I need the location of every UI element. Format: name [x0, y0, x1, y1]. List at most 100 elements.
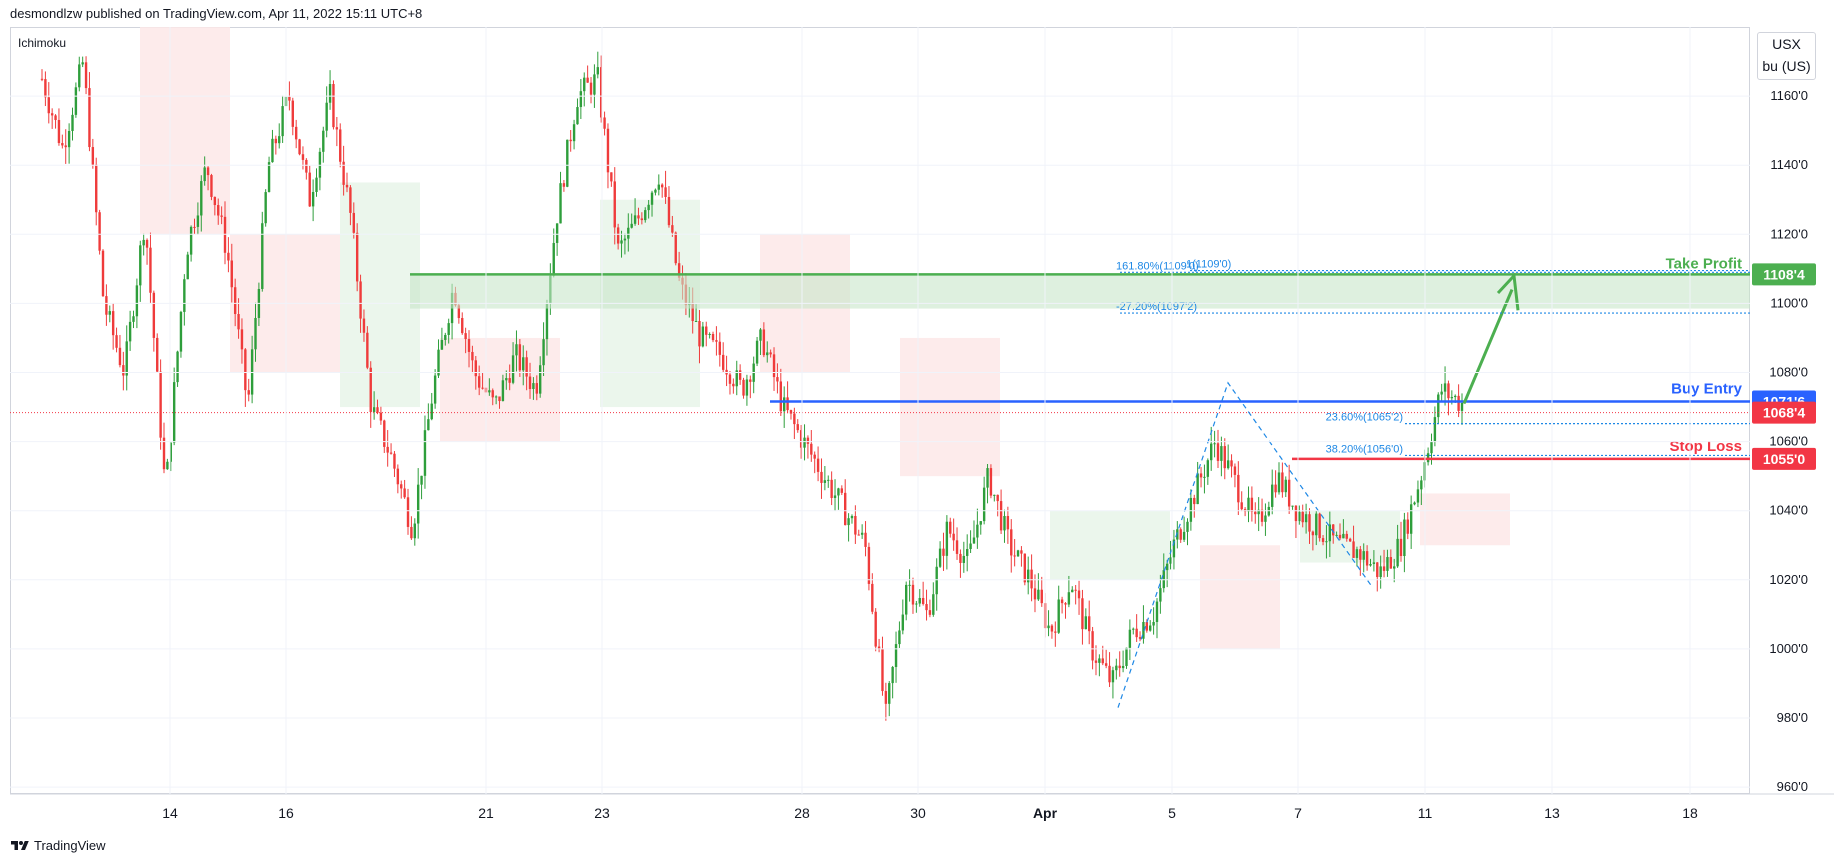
candle-body [61, 143, 64, 146]
candle-body [57, 119, 61, 144]
x-tick-label: 13 [1544, 805, 1560, 821]
candle-body [481, 387, 484, 389]
candle-body [596, 67, 599, 75]
take-profit-price-box [1752, 263, 1816, 286]
candle-body [396, 468, 400, 485]
candle-body [1162, 570, 1165, 589]
candle-body [518, 344, 522, 371]
candle-body [1447, 383, 1450, 399]
fibonacci-levels: 161.80%(1109'0)1(1109'0) -27.20%(1097'2) 2… [1116, 259, 1750, 708]
candle-body [1196, 473, 1199, 505]
candle-body [1074, 589, 1077, 591]
candle-body [345, 184, 349, 188]
candle-body [1457, 395, 1460, 411]
y-tick-label: 1040'0 [1769, 503, 1808, 518]
candle-body [1416, 489, 1420, 503]
candle-body [1152, 622, 1155, 626]
candle-body [1254, 511, 1257, 515]
candle-body [657, 184, 661, 190]
pattern-line [1117, 381, 1373, 708]
candle-body [542, 339, 545, 366]
candle-body [705, 326, 708, 335]
candle-body [250, 349, 254, 395]
x-tick-label: 5 [1168, 805, 1176, 821]
candle-body [620, 240, 623, 244]
candle-body [972, 537, 976, 544]
candle-body [1271, 484, 1274, 507]
candle-body [467, 339, 471, 352]
x-tick-label: 16 [278, 805, 294, 821]
candle-body [78, 64, 81, 88]
candle-body [1308, 514, 1311, 532]
candle-body [583, 77, 586, 92]
candle-body [569, 139, 572, 142]
candle-body [915, 603, 918, 605]
candle-body [1304, 514, 1308, 523]
candle-body [244, 349, 247, 391]
candle-body [654, 189, 657, 193]
candle-body [1433, 417, 1437, 443]
candle-body [1264, 515, 1267, 522]
candle-body [203, 167, 206, 182]
candle-body [105, 296, 108, 315]
y-tick-label: 1100'0 [1770, 295, 1808, 310]
candle-body [1210, 443, 1213, 461]
candle-body [1206, 460, 1210, 477]
candle-body [610, 172, 613, 182]
candle-body [220, 215, 223, 217]
candle-body [349, 187, 352, 213]
candle-body [603, 117, 606, 129]
candle-body [1084, 616, 1088, 630]
candle-body [1023, 553, 1027, 583]
candle-body [139, 245, 142, 286]
cloud-segment [140, 27, 230, 235]
candle-body [40, 78, 44, 80]
stop-loss-price-text: 1055'0 [1763, 451, 1805, 467]
candle-body [1098, 658, 1101, 663]
x-tick-label: 30 [910, 805, 926, 821]
candle-body [782, 397, 786, 412]
candle-body [562, 183, 566, 187]
candle-body [755, 340, 759, 364]
candle-body [420, 475, 423, 485]
candle-body [271, 138, 274, 163]
candle-body [372, 407, 376, 412]
y-tick-label: 1120'0 [1770, 226, 1808, 241]
fib-label: 23.60%(1065'2) [1326, 412, 1403, 424]
candle-body [352, 212, 355, 233]
footer-brand[interactable]: TradingView [34, 838, 106, 853]
candle-body [152, 292, 156, 338]
candle-body [1311, 531, 1315, 536]
fib-label: -27.20%(1097'2) [1116, 301, 1197, 313]
candle-body [955, 540, 959, 554]
candle-body [1460, 402, 1464, 411]
candle-body [1260, 509, 1264, 522]
candle-body [606, 128, 610, 173]
candle-body [854, 515, 857, 535]
candle-body [186, 254, 189, 280]
candle-body [1226, 460, 1230, 469]
candle-body [1108, 665, 1111, 683]
candle-body [850, 515, 854, 519]
candle-body [261, 223, 264, 289]
candle-body [576, 107, 579, 125]
candle-body [996, 494, 999, 502]
candle-body [1199, 473, 1203, 478]
candle-body [993, 494, 996, 496]
currency-selector[interactable]: USX bu (US) [1757, 32, 1816, 80]
candle-body [328, 84, 332, 103]
candle-body [491, 390, 494, 398]
candle-body [1298, 511, 1301, 522]
candle-body [881, 649, 884, 692]
fib-label: 1(1109'0) [1186, 259, 1231, 271]
candle-body [416, 484, 420, 524]
cloud-segment [1200, 545, 1280, 649]
candle-body [664, 187, 667, 197]
candle-body [339, 129, 342, 162]
candle-body [1115, 665, 1118, 671]
indicator-label[interactable]: Ichimoku [18, 36, 67, 50]
candle-body [98, 212, 101, 251]
candle-body [1345, 533, 1348, 539]
candle-body [511, 355, 515, 383]
